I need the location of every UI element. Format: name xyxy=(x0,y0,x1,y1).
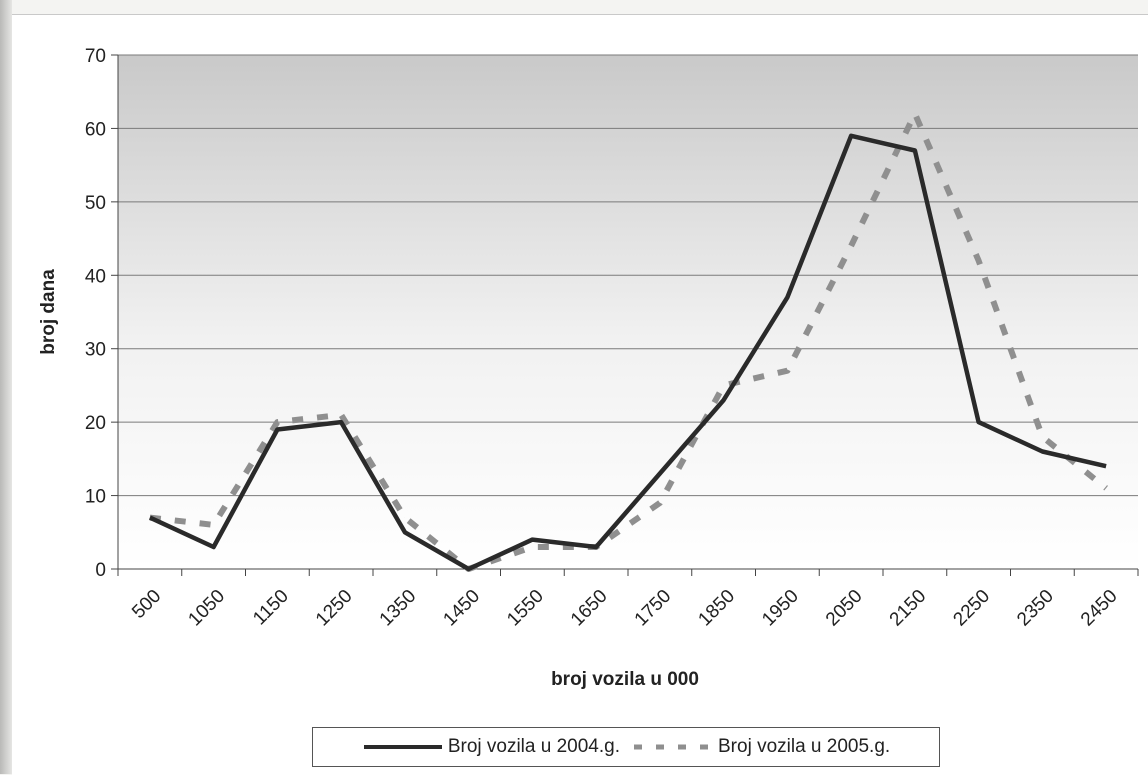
page-edge-shadow xyxy=(0,0,12,774)
x-tick-label: 1150 xyxy=(249,586,293,630)
chart-legend: Broj vozila u 2004.g. Broj vozila u 2005… xyxy=(312,727,940,767)
x-tick-label: 1050 xyxy=(184,586,229,631)
legend-label-2005: Broj vozila u 2005.g. xyxy=(718,736,890,758)
y-tick-label: 10 xyxy=(85,487,106,508)
x-tick-label: 1550 xyxy=(503,586,548,631)
legend-swatch-dashed xyxy=(632,740,714,754)
legend-item-2004: Broj vozila u 2004.g. xyxy=(362,736,620,758)
plot-area xyxy=(118,55,1138,569)
y-tick-label: 70 xyxy=(85,46,106,67)
x-tick-label: 1750 xyxy=(631,586,676,631)
y-tick-label: 30 xyxy=(85,340,106,361)
x-tick-label: 2450 xyxy=(1077,586,1122,631)
x-tick-label: 1950 xyxy=(758,586,803,631)
y-tick-label: 50 xyxy=(85,193,106,214)
x-tick-label: 1450 xyxy=(439,586,484,631)
legend-item-2005: Broj vozila u 2005.g. xyxy=(632,736,890,758)
y-tick-label: 0 xyxy=(95,560,106,581)
y-axis-title: broj dana xyxy=(38,269,59,355)
legend-swatch-solid xyxy=(362,740,444,754)
x-tick-label: 1650 xyxy=(567,586,612,631)
x-tick-label: 2350 xyxy=(1013,586,1058,631)
line-chart: 0 10 20 30 40 50 60 70 500 1050 1150 1250 1350 1450 15… xyxy=(12,15,1148,715)
x-tick-label: 2050 xyxy=(822,586,867,631)
x-tick-label: 1350 xyxy=(376,586,421,631)
y-tick-label: 20 xyxy=(85,413,106,434)
y-tick-label: 40 xyxy=(85,266,106,287)
x-tick-label: 1250 xyxy=(312,586,357,631)
y-tick-label: 60 xyxy=(85,119,106,140)
x-tick-label: 1850 xyxy=(694,586,739,631)
x-tick-label: 2150 xyxy=(886,586,931,631)
x-axis-title: broj vozila u 000 xyxy=(551,669,699,690)
x-tick-label: 2250 xyxy=(949,586,994,631)
chart-frame: 0 10 20 30 40 50 60 70 500 1050 1150 1250 1350 1450 15… xyxy=(12,14,1148,775)
x-tick-label: 500 xyxy=(128,586,165,623)
legend-label-2004: Broj vozila u 2004.g. xyxy=(448,736,620,758)
